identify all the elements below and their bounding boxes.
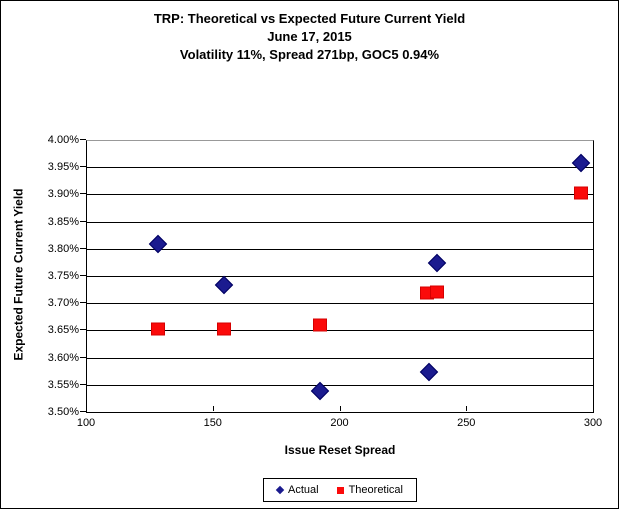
gridline	[87, 248, 593, 250]
point-actual	[214, 275, 234, 295]
y-tick-label: 3.95%	[47, 161, 79, 174]
legend-label: Theoretical	[348, 484, 403, 496]
legend-item-actual: Actual	[275, 484, 319, 496]
gridline	[87, 330, 593, 332]
point-actual	[148, 235, 168, 254]
y-tick-label: 3.65%	[47, 324, 79, 337]
y-tick-label: 3.55%	[47, 378, 79, 391]
point-theoretical	[313, 318, 328, 332]
plot-area	[86, 140, 594, 413]
legend-label: Actual	[288, 484, 319, 496]
x-tick-label: 200	[330, 417, 349, 429]
point-theoretical	[429, 285, 444, 299]
chart-title-line1: TRP: Theoretical vs Expected Future Curr…	[153, 11, 466, 26]
y-tick-mark	[80, 383, 86, 385]
point-actual	[420, 362, 439, 382]
chart-title: TRP: Theoretical vs Expected Future Curr…	[1, 10, 618, 64]
y-tick-mark	[80, 139, 86, 140]
x-tick-label: 150	[203, 417, 222, 429]
point-theoretical	[574, 186, 589, 200]
x-tick-label: 100	[76, 417, 96, 429]
chart-title-line2: June 17, 2015	[267, 29, 352, 44]
x-tick-mark	[212, 406, 214, 411]
legend-item-theoretical: Theoretical	[336, 484, 403, 496]
y-tick-mark	[80, 302, 86, 304]
point-actual	[572, 153, 591, 172]
y-tick-label: 3.90%	[47, 188, 79, 201]
gridline	[87, 357, 593, 359]
y-tick-mark	[80, 220, 86, 222]
y-tick-label: 3.80%	[47, 242, 79, 255]
y-tick-mark	[80, 166, 86, 168]
gridline	[87, 276, 593, 277]
y-tick-mark	[80, 193, 86, 195]
diamond-icon	[275, 485, 285, 495]
point-theoretical	[216, 322, 231, 336]
y-tick-mark	[80, 356, 86, 358]
y-tick-label: 3.50%	[47, 406, 79, 418]
gridline	[87, 167, 593, 169]
legend: Actual Theoretical	[86, 478, 594, 502]
y-tick-mark	[80, 411, 86, 412]
y-tick-mark	[80, 275, 86, 276]
x-tick-mark	[339, 406, 341, 411]
y-tick-label: 4.00%	[47, 134, 79, 146]
x-tick-mark	[593, 406, 594, 411]
point-actual	[427, 254, 447, 273]
y-tick-label: 3.85%	[47, 215, 79, 228]
point-theoretical	[150, 322, 165, 336]
legend-box: Actual Theoretical	[263, 478, 417, 502]
square-icon	[336, 486, 344, 494]
y-tick-label: 3.75%	[47, 270, 79, 282]
x-tick-mark	[86, 406, 87, 411]
chart-title-line3: Volatility 11%, Spread 271bp, GOC5 0.94%	[179, 47, 440, 62]
y-tick-mark	[80, 247, 86, 249]
gridline	[87, 303, 593, 305]
x-tick-label: 300	[583, 417, 603, 429]
gridline	[87, 384, 593, 386]
gridline	[87, 221, 593, 223]
gridline	[87, 194, 593, 196]
x-tick-label: 250	[457, 417, 476, 429]
y-tick-label: 3.70%	[47, 297, 79, 310]
y-tick-mark	[80, 329, 86, 331]
y-tick-label: 3.60%	[47, 351, 79, 364]
x-axis-title: Issue Reset Spread	[284, 443, 396, 457]
x-tick-mark	[466, 406, 468, 411]
